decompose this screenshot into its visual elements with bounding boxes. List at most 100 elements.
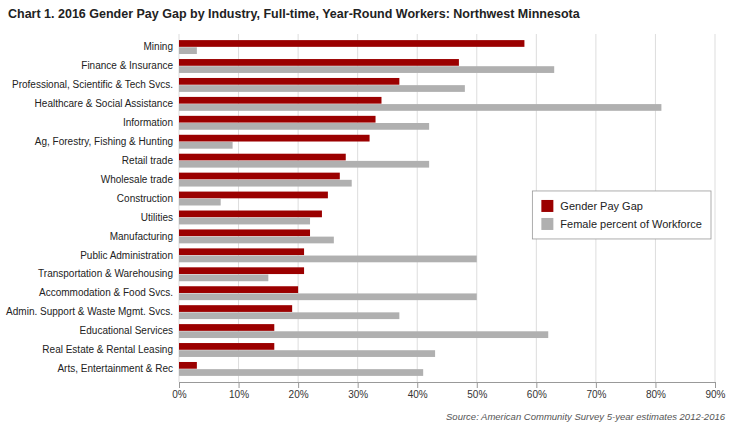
y-tick: Educational Services <box>80 325 173 336</box>
x-tick-label: 80% <box>646 389 666 400</box>
bar <box>179 116 376 123</box>
y-tick: Utilities <box>141 212 173 223</box>
y-tick: Professional, Scientific & Tech Svcs. <box>12 79 173 90</box>
bar <box>179 362 197 369</box>
chart-svg: Chart 1. 2016 Gender Pay Gap by Industry… <box>0 0 733 426</box>
x-axis: 0%10%20%30%40%50%60%70%80%90% <box>172 382 725 400</box>
bar <box>179 248 304 255</box>
y-tick-label: Transportation & Warehousing <box>38 268 173 279</box>
y-tick-label: Professional, Scientific & Tech Svcs. <box>12 79 173 90</box>
legend-label: Female percent of Workforce <box>560 218 702 230</box>
bar-series <box>179 47 661 376</box>
y-tick: Retail trade <box>122 155 174 166</box>
x-tick-label: 10% <box>229 389 249 400</box>
bar <box>179 237 334 244</box>
legend-item: Female percent of Workforce <box>541 218 702 230</box>
source-note: Source: American Community Survey 5-year… <box>446 411 726 422</box>
bar <box>179 218 310 225</box>
bar <box>179 47 197 54</box>
x-tick: 30% <box>348 382 368 400</box>
bar <box>179 180 352 187</box>
y-tick: Healthcare & Social Assistance <box>35 98 174 109</box>
bar <box>179 331 548 338</box>
legend-frame <box>532 191 711 239</box>
y-tick-label: Retail trade <box>122 155 174 166</box>
x-tick-mark <box>298 382 299 388</box>
bar <box>179 305 292 312</box>
bar <box>179 192 328 199</box>
bar <box>179 142 233 149</box>
bar <box>179 161 429 168</box>
grid <box>179 34 715 382</box>
x-tick: 80% <box>646 382 666 400</box>
bar <box>179 78 399 85</box>
y-tick: Ag, Forestry, Fishing & Hunting <box>35 136 173 147</box>
x-tick-mark <box>417 382 418 388</box>
y-tick: Admin. Support & Waste Mgmt. Svcs. <box>6 306 173 317</box>
bar <box>179 59 459 66</box>
y-tick: Public Administration <box>80 250 173 261</box>
y-tick: Accommodation & Food Svcs. <box>39 287 173 298</box>
x-tick: 70% <box>586 382 606 400</box>
y-tick-label: Admin. Support & Waste Mgmt. Svcs. <box>6 306 173 317</box>
bar <box>179 123 429 130</box>
bar <box>179 274 268 281</box>
x-tick-mark <box>715 382 716 388</box>
bar <box>179 40 524 47</box>
x-tick-label: 30% <box>348 389 368 400</box>
x-tick-mark <box>358 382 359 388</box>
bar-series <box>179 40 524 369</box>
bar <box>179 211 322 218</box>
y-tick-label: Healthcare & Social Assistance <box>35 98 174 109</box>
y-tick-label: Wholesale trade <box>101 174 174 185</box>
y-tick-label: Information <box>123 117 173 128</box>
bar <box>179 267 304 274</box>
y-tick-label: Construction <box>117 193 173 204</box>
x-tick: 40% <box>408 382 428 400</box>
bar <box>179 350 435 357</box>
y-tick: Construction <box>117 193 173 204</box>
x-tick-mark <box>536 382 537 388</box>
legend: Gender Pay GapFemale percent of Workforc… <box>532 191 711 239</box>
bars <box>179 40 661 376</box>
grid-line <box>715 34 716 382</box>
bar <box>179 286 298 293</box>
y-tick-label: Accommodation & Food Svcs. <box>39 287 173 298</box>
x-tick-mark <box>179 382 180 388</box>
y-tick: Real Estate & Rental Leasing <box>42 344 173 355</box>
y-tick-label: Public Administration <box>80 250 173 261</box>
y-tick: Transportation & Warehousing <box>38 268 173 279</box>
y-tick: Manufacturing <box>110 231 173 242</box>
x-tick-label: 40% <box>408 389 428 400</box>
chart-title: Chart 1. 2016 Gender Pay Gap by Industry… <box>8 7 581 21</box>
y-tick: Information <box>123 117 173 128</box>
bar <box>179 293 477 300</box>
bar <box>179 85 465 92</box>
y-tick-label: Utilities <box>141 212 173 223</box>
y-axis: Mining Finance & Insurance Professional, S… <box>6 41 173 374</box>
x-tick-mark <box>239 382 240 388</box>
bar <box>179 154 346 161</box>
y-tick-label: Mining <box>144 41 173 52</box>
bar <box>179 256 477 263</box>
y-tick-label: Finance & Insurance <box>81 60 173 71</box>
x-tick-mark <box>655 382 656 388</box>
x-tick-label: 60% <box>527 389 547 400</box>
y-tick: Arts, Entertainment & Rec <box>57 363 173 374</box>
y-tick-label: Real Estate & Rental Leasing <box>42 344 173 355</box>
bar <box>179 104 661 111</box>
grid-line <box>476 34 477 382</box>
bar <box>179 229 310 236</box>
bar <box>179 135 370 142</box>
bar <box>179 343 274 350</box>
x-tick: 10% <box>229 382 249 400</box>
legend-swatch <box>541 200 553 212</box>
plot-area: 0%10%20%30%40%50%60%70%80%90%MiningFinan… <box>6 34 726 400</box>
x-tick: 60% <box>527 382 547 400</box>
x-tick-mark <box>477 382 478 388</box>
x-tick: 50% <box>467 382 487 400</box>
x-tick: 20% <box>289 382 309 400</box>
y-tick: Finance & Insurance <box>81 60 173 71</box>
legend-swatch <box>541 218 553 230</box>
y-tick: Wholesale trade <box>101 174 174 185</box>
